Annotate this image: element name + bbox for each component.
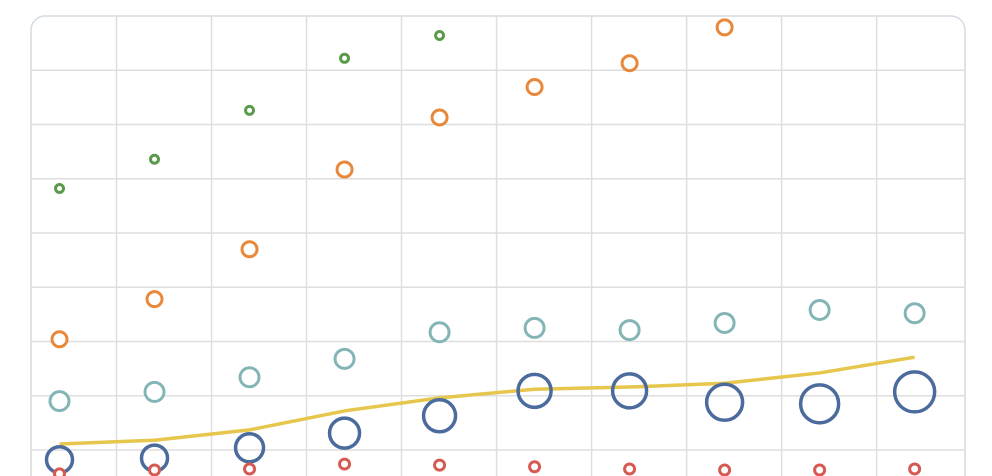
point xyxy=(430,108,449,127)
point xyxy=(143,380,166,403)
point xyxy=(333,347,356,370)
bubble xyxy=(704,382,745,422)
point xyxy=(145,290,164,309)
point xyxy=(238,366,261,389)
point xyxy=(813,463,827,476)
point xyxy=(240,240,259,259)
plot-card xyxy=(30,15,966,476)
point xyxy=(713,312,736,335)
point xyxy=(50,330,69,349)
point xyxy=(433,458,447,472)
bubble xyxy=(421,398,458,434)
point xyxy=(53,467,67,476)
point xyxy=(335,160,354,179)
point xyxy=(618,319,641,342)
point xyxy=(339,52,351,64)
bubble xyxy=(233,432,266,464)
point xyxy=(243,462,257,476)
point xyxy=(623,462,637,476)
point xyxy=(808,299,831,322)
point xyxy=(718,463,732,476)
point xyxy=(908,462,922,476)
point xyxy=(715,18,734,37)
point xyxy=(525,78,544,97)
bubble xyxy=(327,416,362,450)
bubble xyxy=(610,372,649,410)
point xyxy=(528,460,542,474)
point xyxy=(338,457,352,471)
plot-area xyxy=(31,16,965,476)
point xyxy=(244,104,256,116)
point xyxy=(620,54,639,73)
point xyxy=(54,183,66,194)
bubble xyxy=(516,372,553,410)
line-series xyxy=(59,355,915,446)
point xyxy=(434,30,446,42)
point xyxy=(149,153,161,165)
point xyxy=(903,302,926,325)
point xyxy=(48,390,71,413)
bubble xyxy=(798,383,841,425)
point xyxy=(148,463,162,476)
point xyxy=(523,316,546,339)
bubble xyxy=(892,370,937,414)
point xyxy=(428,321,451,344)
